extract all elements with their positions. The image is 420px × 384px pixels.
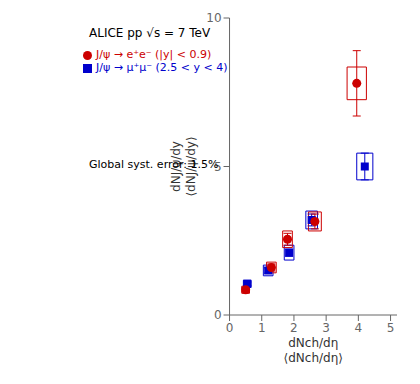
svg-text:3: 3 xyxy=(322,321,330,335)
html-text:J/ψ → e⁺e⁻ (|y| < 0.9): J/ψ → e⁺e⁻ (|y| < 0.9) xyxy=(96,48,212,61)
html-text:dNJ/ψ/dy: dNJ/ψ/dy xyxy=(168,141,183,192)
html-text:ALICE pp √s = 7 TeV: ALICE pp √s = 7 TeV xyxy=(89,26,211,40)
svg-text:5: 5 xyxy=(387,321,395,335)
svg-text:dNch/dη⟨dNch/dη⟩: dNch/dη⟨dNch/dη⟩ xyxy=(284,336,343,365)
html-text:J/ψ → μ⁺μ⁻ (2.5 < y < 4): J/ψ → μ⁺μ⁻ (2.5 < y < 4) xyxy=(96,61,228,74)
html-text:⟨dNJ/ψ/dy⟩: ⟨dNJ/ψ/dy⟩ xyxy=(183,136,198,197)
svg-text:0: 0 xyxy=(226,321,234,335)
svg-text:10: 10 xyxy=(206,11,221,25)
svg-text:0: 0 xyxy=(214,308,222,322)
svg-text:4: 4 xyxy=(355,321,363,335)
svg-text:2: 2 xyxy=(290,321,298,335)
svg-text:1: 1 xyxy=(258,321,266,335)
html-text:Global syst. error: 1.5%: Global syst. error: 1.5% xyxy=(89,158,219,171)
